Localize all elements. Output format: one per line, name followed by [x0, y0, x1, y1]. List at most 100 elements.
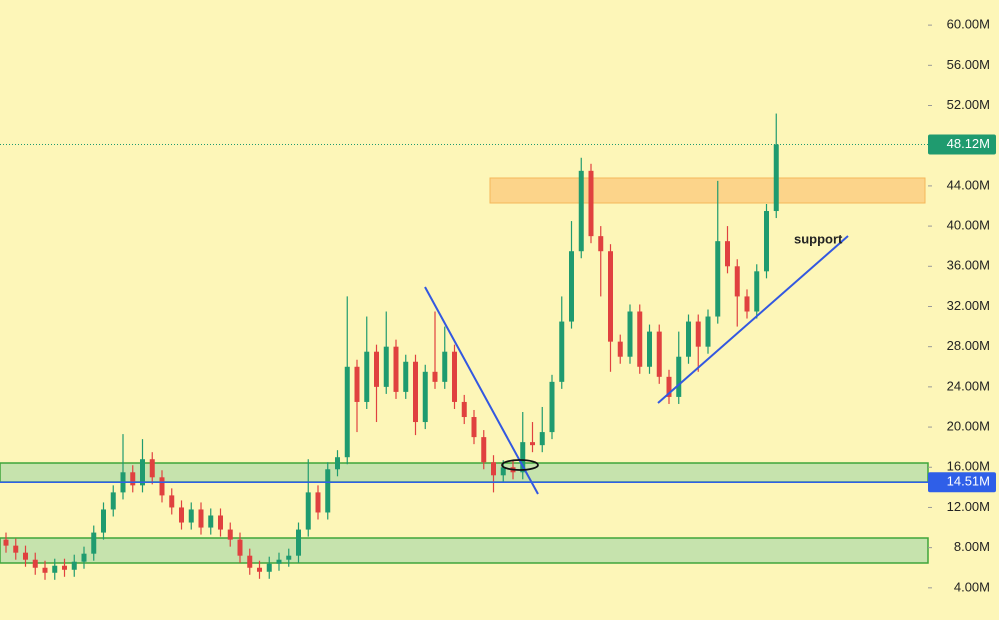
- candle-body: [266, 563, 272, 572]
- candle-body: [159, 477, 165, 496]
- candle-body: [442, 351, 448, 382]
- candle-body: [491, 462, 496, 476]
- candle-body: [773, 144, 779, 212]
- candle-body: [208, 515, 214, 528]
- candle-body: [296, 529, 301, 556]
- candle-body: [364, 351, 370, 402]
- y-tick-label: 36.00M: [947, 258, 990, 273]
- support-line: [657, 235, 849, 404]
- candle-body: [179, 507, 184, 523]
- level-badge: [928, 472, 996, 493]
- candle-body: [32, 559, 38, 568]
- candle-body: [257, 567, 262, 572]
- y-tick-label: 32.00M: [947, 298, 990, 313]
- candle-body: [471, 417, 477, 438]
- y-tick-label: 40.00M: [947, 218, 990, 233]
- candle-body: [705, 316, 711, 347]
- level-label: 14.51M: [947, 474, 990, 489]
- candle-body: [286, 555, 292, 560]
- candle-body: [140, 459, 145, 486]
- candle-body: [578, 170, 584, 252]
- candle-body: [432, 371, 438, 382]
- candle-body: [656, 331, 662, 377]
- candle-body: [110, 492, 116, 510]
- candle-body: [559, 321, 565, 382]
- candle-body: [744, 296, 750, 312]
- candle-body: [198, 509, 204, 528]
- candle-body: [52, 565, 58, 573]
- y-tick-label: 60.00M: [947, 17, 990, 32]
- candle-body: [569, 251, 574, 322]
- candle-body: [13, 545, 19, 553]
- y-tick-label: 56.00M: [947, 57, 990, 72]
- candle-body: [315, 492, 321, 513]
- candle-body: [647, 331, 652, 367]
- candle-body: [734, 266, 740, 297]
- candle-body: [237, 539, 243, 556]
- candle-body: [169, 495, 175, 508]
- candle-body: [393, 346, 399, 392]
- candle-body: [130, 472, 136, 486]
- candle-body: [335, 457, 340, 470]
- y-tick-label: 12.00M: [947, 499, 990, 514]
- candle-body: [354, 366, 360, 402]
- candle-body: [344, 366, 350, 458]
- y-tick-label: 44.00M: [947, 177, 990, 192]
- candle-body: [530, 442, 535, 446]
- candle-body: [3, 539, 9, 546]
- y-tick-label: 24.00M: [947, 378, 990, 393]
- demand-zone: [0, 537, 929, 564]
- y-tick-label: 8.00M: [954, 539, 990, 554]
- highlight-ellipse: [501, 459, 539, 471]
- candle-body: [539, 432, 545, 446]
- candle-body: [71, 561, 77, 570]
- candle-body: [188, 509, 194, 523]
- last_price-label: 48.12M: [947, 136, 990, 151]
- candle-body: [403, 361, 409, 392]
- candle-body: [218, 515, 223, 530]
- candle-body: [695, 321, 701, 347]
- y-tick-label: 28.00M: [947, 338, 990, 353]
- y-tick-label: 52.00M: [947, 97, 990, 112]
- candle-body: [374, 351, 379, 387]
- candle-body: [520, 442, 526, 473]
- candle-body: [617, 341, 623, 357]
- support-zone: [0, 462, 929, 483]
- candle-body: [725, 241, 730, 267]
- candle-body: [452, 351, 457, 402]
- candle-body: [81, 553, 87, 562]
- candle-body: [42, 567, 48, 573]
- candle-body: [62, 565, 67, 570]
- resistance-zone: [489, 177, 926, 204]
- candle-body: [715, 241, 721, 317]
- candle-body: [676, 356, 682, 397]
- candle-body: [325, 469, 331, 513]
- candle-body: [549, 381, 555, 433]
- candle-body: [149, 459, 155, 478]
- candle-body: [422, 371, 428, 423]
- candle-body: [608, 251, 613, 342]
- candle-body: [91, 532, 97, 554]
- candle-body: [276, 559, 282, 564]
- candle-body: [666, 376, 672, 397]
- candle-body: [754, 271, 760, 312]
- candle-body: [500, 467, 506, 476]
- candle-body: [686, 321, 691, 357]
- candle-body: [227, 529, 233, 540]
- candle-body: [598, 236, 604, 252]
- candle-body: [588, 170, 594, 237]
- candle-body: [247, 555, 253, 568]
- candle-body: [101, 509, 106, 533]
- candle-body: [383, 346, 389, 387]
- candle-body: [637, 311, 643, 367]
- y-tick-label: 16.00M: [947, 459, 990, 474]
- candle-body: [764, 211, 769, 272]
- annotation: support: [794, 231, 843, 246]
- candle-body: [627, 311, 633, 357]
- candle-body: [413, 361, 418, 423]
- candle-body: [305, 492, 311, 530]
- y-tick-label: 20.00M: [947, 419, 990, 434]
- candle-body: [23, 552, 28, 560]
